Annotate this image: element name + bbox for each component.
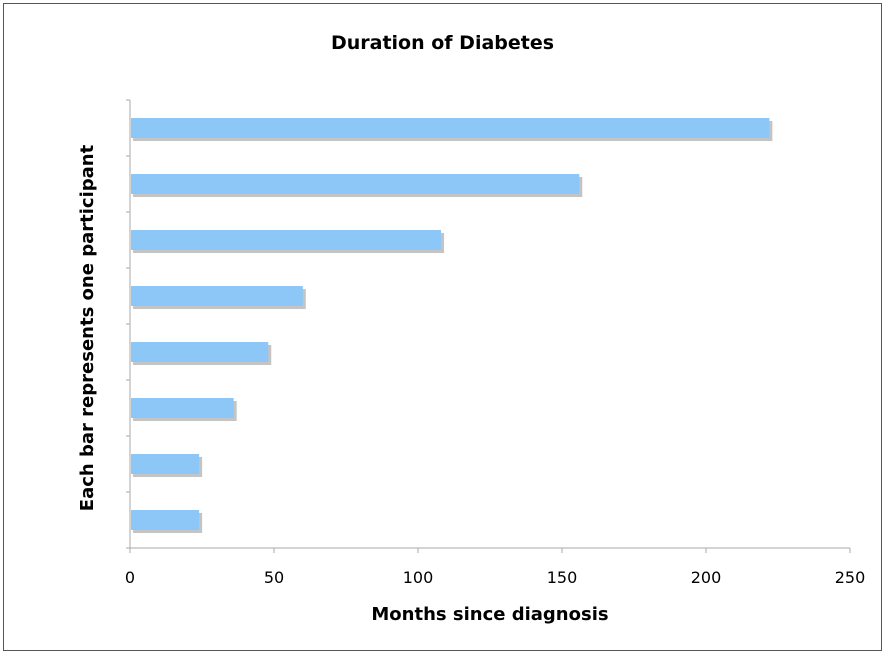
x-tick-label: 150 xyxy=(547,568,578,587)
x-tick-label: 50 xyxy=(264,568,284,587)
bar xyxy=(131,510,200,530)
x-tick-label: 100 xyxy=(403,568,434,587)
x-tick-label: 250 xyxy=(835,568,866,587)
bar xyxy=(131,398,234,418)
x-tick-label: 200 xyxy=(691,568,722,587)
bar xyxy=(131,118,770,138)
bar xyxy=(131,342,269,362)
chart-title: Duration of Diabetes xyxy=(330,32,555,54)
bar xyxy=(131,286,303,306)
x-axis-label: Months since diagnosis xyxy=(371,604,609,625)
bar xyxy=(131,454,200,474)
bar xyxy=(131,230,442,250)
chart-frame xyxy=(3,3,882,651)
bar xyxy=(131,174,580,194)
x-tick-label: 0 xyxy=(125,568,135,587)
